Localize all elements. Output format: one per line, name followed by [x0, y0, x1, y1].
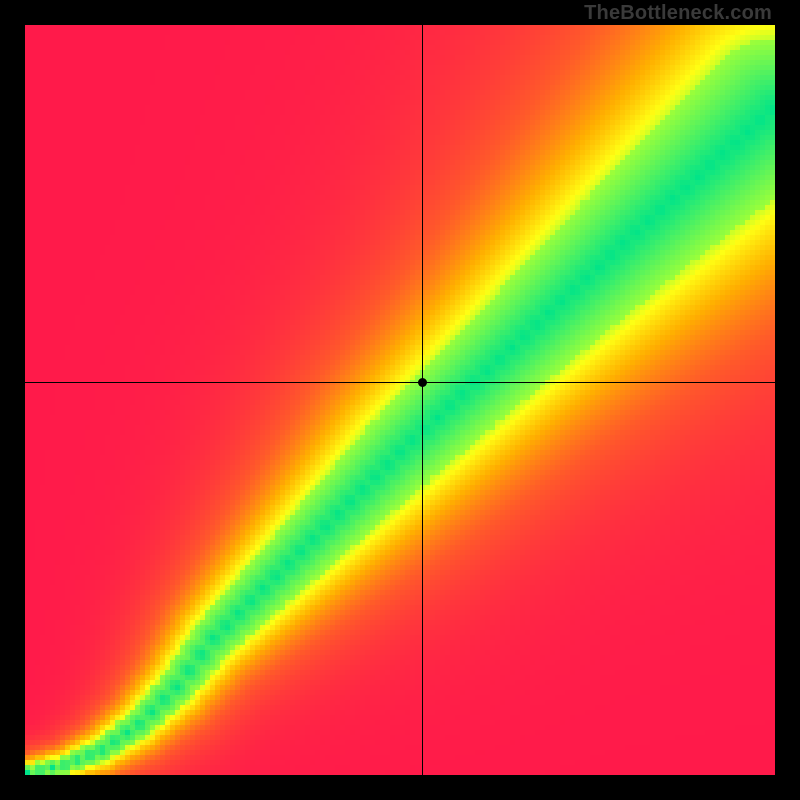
chart-frame: TheBottleneck.com — [0, 0, 800, 800]
bottleneck-heatmap — [25, 25, 775, 775]
watermark-text: TheBottleneck.com — [584, 2, 772, 25]
crosshair-vertical — [422, 25, 423, 775]
crosshair-horizontal — [25, 382, 775, 383]
